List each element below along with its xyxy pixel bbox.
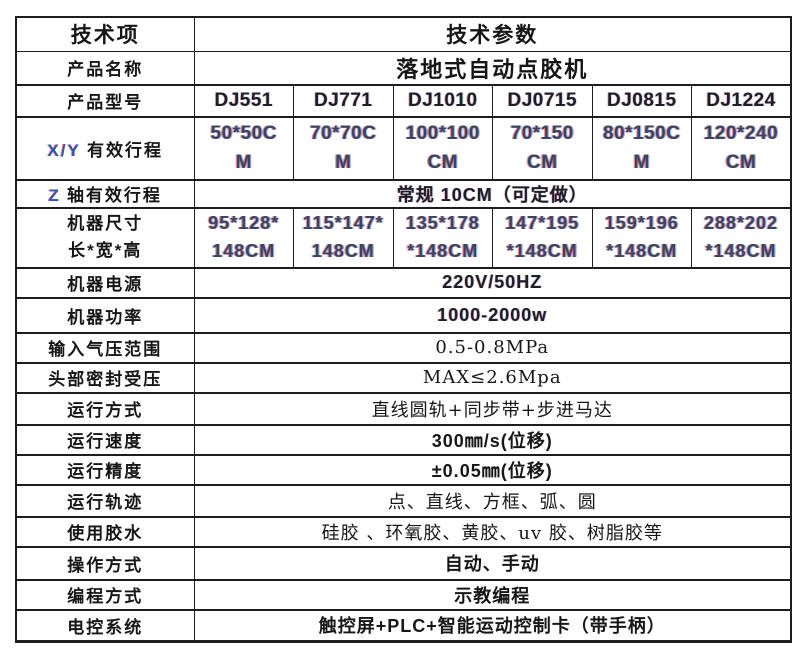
value-model-1: DJ551 [193,83,294,118]
row-seal-pressure: 头部密封受压 MAX≤2.6Mpa [15,361,792,394]
label-speed: 运行速度 [15,423,195,456]
value-precision: ±0.05㎜(位移) [193,453,792,486]
row-model: 产品型号 DJ551 DJ771 DJ1010 DJ0715 DJ0815 DJ… [15,83,792,118]
row-operation-mode: 操作方式 自动、手动 [15,545,792,581]
label-power: 机器功率 [15,296,195,334]
label-xy-travel-cjk: 有效行程 [86,140,163,160]
value-size-5: 159*196 *148CM [591,206,692,269]
value-xy-2: 70*70C M [293,115,394,181]
label-xy-travel-latin: X/Y [47,140,81,160]
value-power-supply: 220V/50HZ [193,266,792,299]
value-xy-6: 120*240 CM [691,115,792,181]
value-xy-4: 70*150 CM [492,115,593,181]
label-precision: 运行精度 [15,453,195,486]
row-tech-header: 技术项 技术参数 [15,16,792,52]
page: { "colors": { "ink": "#161616", "border"… [0,16,800,650]
value-drive-mode: 直线圆轨+同步带+步进马达 [193,391,792,426]
label-xy-travel: X/Y 有效行程 [15,115,195,181]
row-air-pressure: 输入气压范围 0.5-0.8MPa [15,331,792,364]
label-machine-size: 机器尺寸 长*宽*高 [15,206,195,269]
row-power-supply: 机器电源 220V/50HZ [15,266,792,299]
value-model-5: DJ0815 [591,83,692,118]
value-air-pressure: 0.5-0.8MPa [193,331,792,364]
value-operation-mode: 自动、手动 [193,545,792,581]
row-trajectory: 运行轨迹 点、直线、方框、弧、圆 [15,483,792,518]
value-seal-pressure: MAX≤2.6Mpa [193,361,792,394]
value-glue-types: 硅胶 、环氧胶、黄胶、uv 胶、树脂胶等 [193,515,792,548]
row-power: 机器功率 1000-2000w [15,296,792,334]
label-z-travel-cjk: 轴有效行程 [66,186,162,205]
value-size-1: 95*128* 148CM [193,206,294,269]
spec-table: 技术项 技术参数 产品名称 落地式自动点胶机 产品型号 DJ551 DJ771 … [15,16,792,643]
label-trajectory: 运行轨迹 [15,483,195,518]
label-air-pressure: 输入气压范围 [15,331,195,364]
value-product-name: 落地式自动点胶机 [193,50,792,86]
label-z-travel-latin: Z [48,186,61,205]
header-tech-item: 技术项 [15,16,195,52]
value-xy-1: 50*50C M [193,115,294,181]
label-seal-pressure: 头部密封受压 [15,361,195,394]
value-control-system: 触控屏+PLC+智能运动控制卡（带手柄） [193,608,792,643]
value-model-4: DJ0715 [492,83,593,118]
label-glue-types: 使用胶水 [15,515,195,548]
value-trajectory: 点、直线、方框、弧、圆 [193,483,792,518]
value-model-6: DJ1224 [691,83,792,118]
row-z-travel: Z 轴有效行程 常规 10CM（可定做） [15,178,792,209]
row-glue-types: 使用胶水 硅胶 、环氧胶、黄胶、uv 胶、树脂胶等 [15,515,792,548]
row-machine-size: 机器尺寸 长*宽*高 95*128* 148CM 115*147* 148CM … [15,206,792,269]
header-tech-params: 技术参数 [193,16,792,52]
label-programming: 编程方式 [15,578,195,611]
label-operation-mode: 操作方式 [15,545,195,581]
value-z-travel: 常规 10CM（可定做） [193,178,792,209]
value-model-3: DJ1010 [392,83,493,118]
label-drive-mode: 运行方式 [15,391,195,426]
row-precision: 运行精度 ±0.05㎜(位移) [15,453,792,486]
label-control-system: 电控系统 [15,608,195,643]
row-product-name: 产品名称 落地式自动点胶机 [15,50,792,86]
value-xy-5: 80*150C M [591,115,692,181]
label-product-name: 产品名称 [15,50,195,86]
value-programming: 示教编程 [193,578,792,611]
value-xy-3: 100*100 CM [392,115,493,181]
value-power: 1000-2000w [193,296,792,334]
value-size-2: 115*147* 148CM [293,206,394,269]
value-speed: 300㎜/s(位移) [193,423,792,456]
row-xy-travel: X/Y 有效行程 50*50C M 70*70C M 100*100 CM 70*… [15,115,792,181]
row-programming: 编程方式 示教编程 [15,578,792,611]
label-model: 产品型号 [15,83,195,118]
row-speed: 运行速度 300㎜/s(位移) [15,423,792,456]
label-power-supply: 机器电源 [15,266,195,299]
row-control-system: 电控系统 触控屏+PLC+智能运动控制卡（带手柄） [15,608,792,643]
value-size-6: 288*202 *148CM [691,206,792,269]
value-size-4: 147*195 *148CM [492,206,593,269]
value-model-2: DJ771 [293,83,394,118]
row-drive-mode: 运行方式 直线圆轨+同步带+步进马达 [15,391,792,426]
label-z-travel: Z 轴有效行程 [15,178,195,209]
value-size-3: 135*178 *148CM [392,206,493,269]
